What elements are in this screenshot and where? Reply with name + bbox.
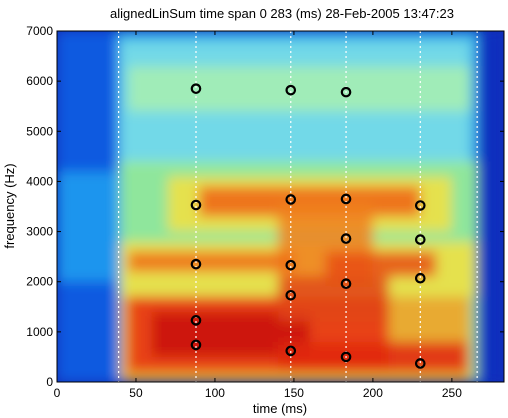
formant-marker bbox=[285, 345, 297, 357]
formant-marker bbox=[190, 258, 202, 270]
formant-marker bbox=[190, 83, 202, 94]
formant-marker bbox=[340, 193, 352, 205]
chart-title: alignedLinSum time span 0 283 (ms) 28-Fe… bbox=[110, 6, 454, 21]
formant-marker bbox=[285, 84, 297, 96]
heatmap-region bbox=[477, 31, 504, 382]
y-tick-label: 7000 bbox=[26, 24, 53, 38]
formant-marker bbox=[340, 233, 352, 244]
heatmap-region bbox=[57, 171, 118, 282]
y-tick-label: 4000 bbox=[26, 174, 53, 188]
y-tick-label: 0 bbox=[46, 375, 53, 389]
y-tick-label: 1000 bbox=[26, 325, 53, 339]
formant-marker bbox=[190, 199, 202, 211]
plot-frame bbox=[56, 30, 505, 383]
y-axis: 0 1000 2000 3000 4000 5000 6000 7000 bbox=[26, 24, 504, 389]
x-axis: 0 50 100 150 200 250 bbox=[54, 31, 462, 400]
formant-marker bbox=[340, 86, 352, 98]
heatmap-energy bbox=[57, 31, 504, 382]
formant-marker bbox=[414, 358, 426, 369]
x-axis-label: time (ms) bbox=[253, 401, 307, 416]
formant-marker bbox=[414, 200, 426, 211]
heatmap-region bbox=[128, 251, 294, 272]
y-tick-label: 5000 bbox=[26, 124, 53, 138]
x-tick-label: 100 bbox=[205, 386, 225, 400]
x-tick-label: 200 bbox=[363, 386, 383, 400]
heatmap-region bbox=[128, 66, 471, 112]
heatmap-region bbox=[278, 341, 468, 372]
x-tick-label: 0 bbox=[54, 386, 61, 400]
formant-marker bbox=[414, 272, 426, 284]
heatmap-region bbox=[278, 276, 389, 322]
formant-marker bbox=[340, 278, 352, 290]
y-axis-label: frequency (Hz) bbox=[2, 163, 17, 248]
formant-marker bbox=[340, 351, 352, 363]
x-tick-label: 250 bbox=[442, 386, 462, 400]
formant-marker bbox=[285, 289, 297, 301]
vertical-marker-lines bbox=[118, 31, 478, 382]
y-tick-label: 3000 bbox=[26, 225, 53, 239]
formant-marker bbox=[190, 315, 202, 326]
heatmap-area bbox=[57, 31, 504, 382]
formant-markers bbox=[190, 83, 426, 369]
y-tick-label: 2000 bbox=[26, 275, 53, 289]
x-tick-label: 150 bbox=[284, 386, 304, 400]
y-tick-label: 6000 bbox=[26, 74, 53, 88]
formant-marker bbox=[190, 339, 202, 351]
formant-marker bbox=[285, 259, 297, 271]
x-tick-label: 50 bbox=[129, 386, 143, 400]
formant-marker bbox=[285, 194, 297, 205]
formant-marker bbox=[414, 234, 426, 245]
heatmap-region bbox=[325, 251, 437, 277]
